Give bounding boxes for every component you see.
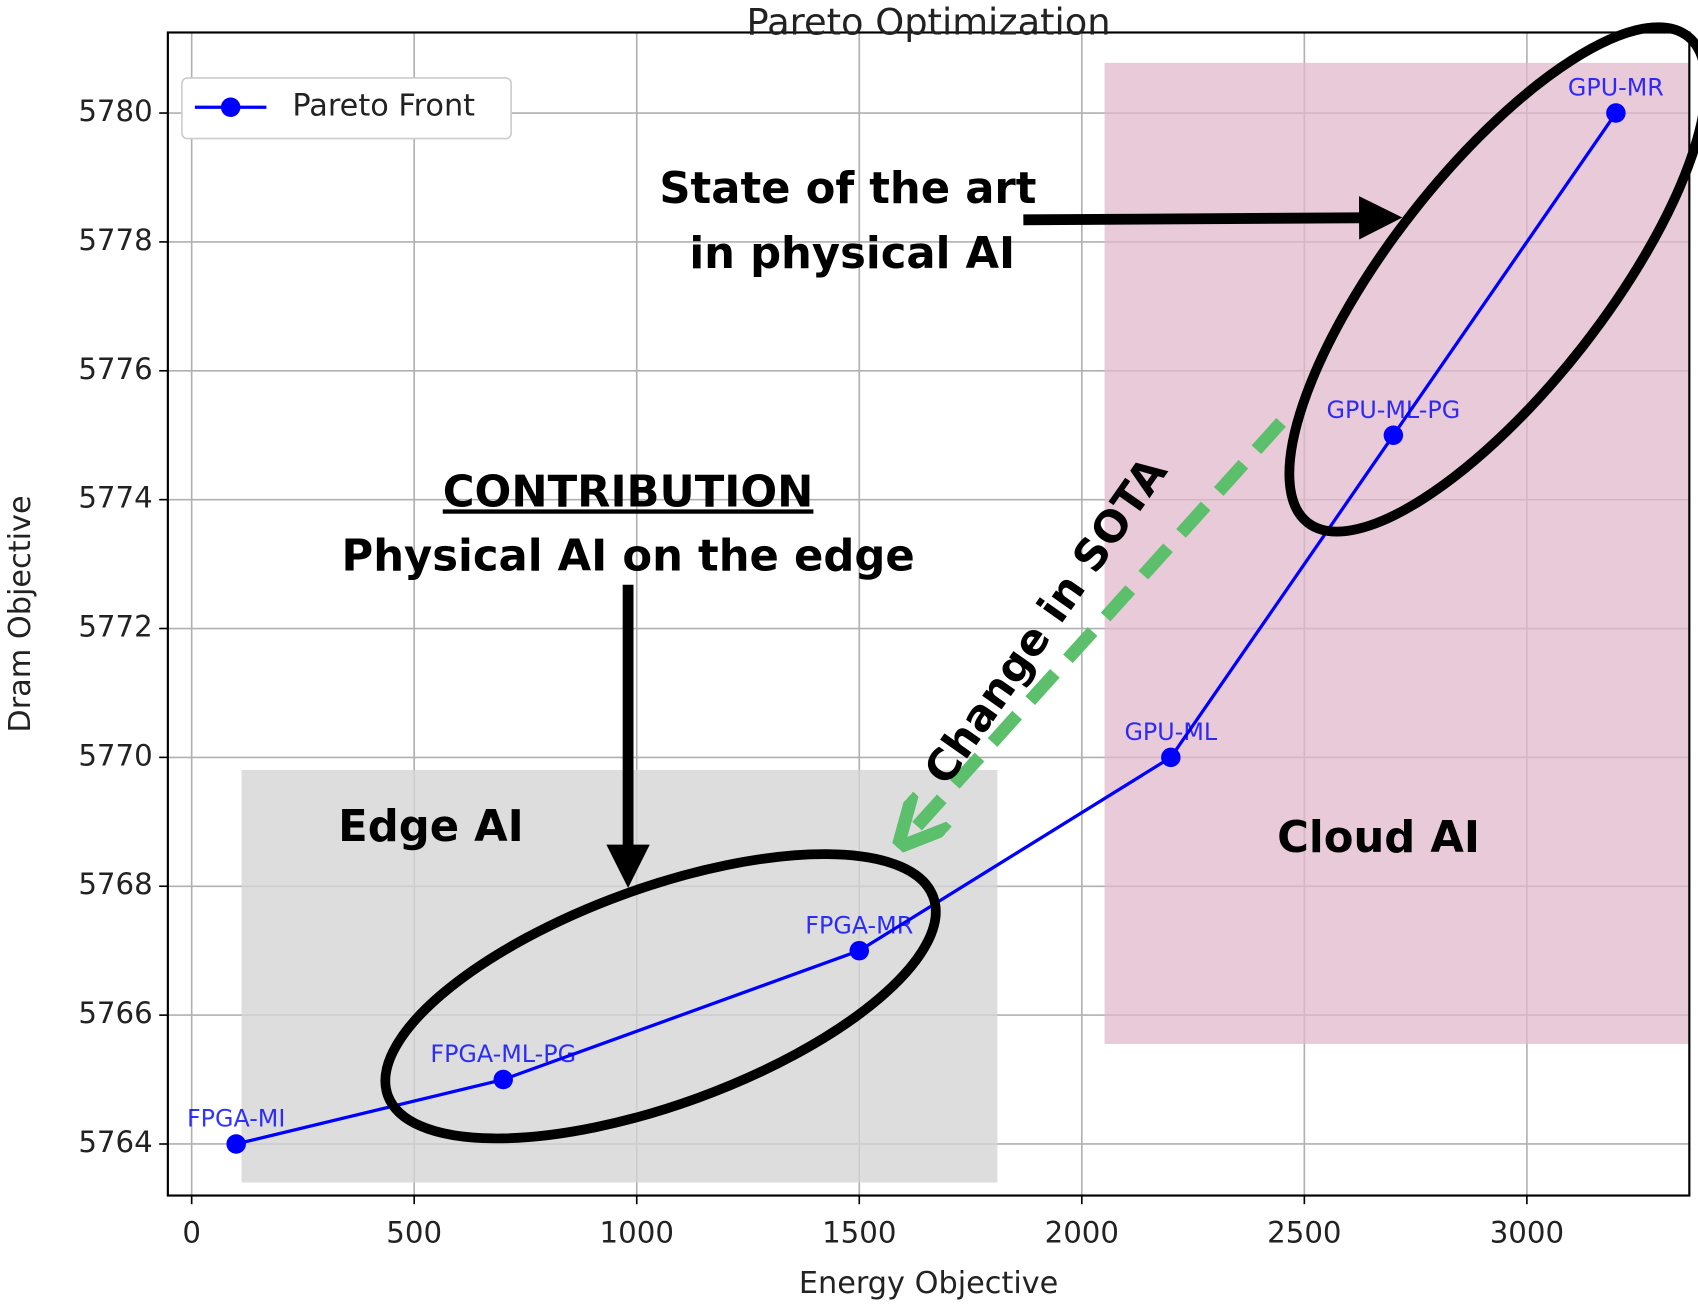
data-point [849, 940, 870, 961]
cloud-region [1104, 62, 1690, 1044]
x-tick-label: 0 [182, 1216, 201, 1250]
x-tick-label: 2000 [1045, 1216, 1119, 1250]
point-label: GPU-ML-PG [1327, 396, 1461, 424]
y-axis-label: Dram Objective [3, 495, 38, 732]
annotation: State of the art [659, 164, 1036, 214]
x-tick-label: 3000 [1490, 1216, 1564, 1250]
annotation: in physical AI [689, 229, 1015, 279]
legend-box [181, 77, 512, 140]
y-tick-label: 5774 [78, 481, 152, 515]
plot-frame [166, 31, 1691, 1197]
y-tick-label: 5764 [78, 1125, 152, 1159]
legend-marker [220, 97, 241, 117]
data-point [226, 1134, 246, 1154]
point-label: FPGA-ML-PG [430, 1040, 576, 1068]
y-tick-label: 5766 [78, 996, 152, 1030]
point-label: GPU-ML [1124, 718, 1217, 746]
data-point [1606, 103, 1626, 123]
contribution-ellipse [380, 849, 941, 1144]
point-label: FPGA-MR [805, 911, 913, 939]
series-line [235, 112, 1618, 1146]
point-label: GPU-MR [1568, 74, 1664, 102]
annotation: Edge AI [338, 802, 524, 852]
annotation: Cloud AI [1277, 813, 1480, 863]
legend-label: Pareto Front [292, 89, 475, 124]
data-point [1383, 425, 1404, 445]
x-tick-label: 1000 [600, 1216, 674, 1250]
annotation: CONTRIBUTION [443, 467, 814, 517]
y-tick-label: 5780 [78, 94, 152, 128]
y-tick-label: 5770 [78, 738, 152, 772]
data-point [493, 1069, 513, 1090]
y-tick-label: 5772 [78, 610, 152, 644]
x-tick-label: 500 [386, 1216, 442, 1250]
data-point [1161, 747, 1181, 768]
x-axis-label: Energy Objective [799, 1266, 1059, 1301]
annotation: Physical AI on the edge [341, 531, 914, 581]
x-tick-label: 2500 [1267, 1216, 1341, 1250]
y-tick-label: 5768 [78, 867, 152, 901]
point-label: FPGA-MI [187, 1105, 285, 1133]
y-tick-label: 5778 [78, 223, 152, 257]
sota-arrow [1023, 196, 1403, 240]
chart-title: Pareto Optimization [747, 0, 1111, 43]
x-tick-label: 1500 [822, 1216, 896, 1250]
change-arrow [915, 417, 1286, 828]
y-tick-label: 5776 [78, 352, 152, 386]
sota-ellipse [1284, 22, 1698, 537]
